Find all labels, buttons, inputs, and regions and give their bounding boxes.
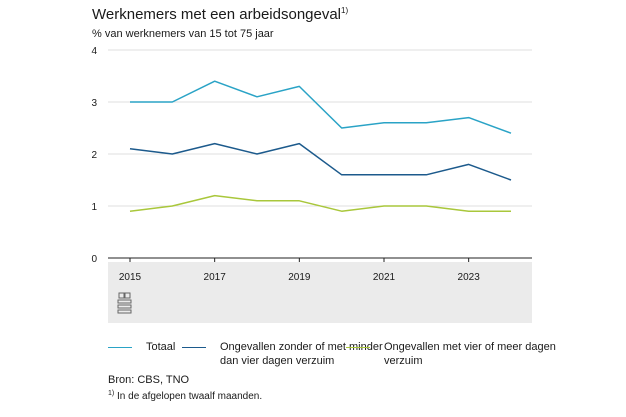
footnote: 1) In de afgelopen twaalf maanden. (108, 390, 262, 402)
legend-label: dan vier dagen verzuim (220, 355, 335, 367)
footnote-text: In de afgelopen twaalf maanden. (117, 391, 263, 402)
footnote-marker: 1) (108, 390, 115, 397)
legend-swatch (346, 347, 370, 348)
y-tick-label: 2 (91, 150, 97, 161)
series-line-2 (129, 142, 512, 181)
legend-label: verzuim (384, 355, 423, 367)
series-line-1 (130, 80, 512, 134)
y-tick-label: 3 (91, 98, 97, 109)
title-footnote-marker: 1) (341, 6, 349, 15)
y-tick-label: 0 (91, 254, 97, 265)
y-tick-label: 4 (91, 46, 97, 57)
x-tick-label: 2019 (288, 272, 311, 283)
cbs-logo-icon (117, 292, 132, 314)
legend-swatch (182, 347, 206, 348)
y-tick-label: 1 (91, 202, 97, 213)
legend-item-totaal: Totaal (108, 340, 175, 354)
y-axis-ticks: 0 1 2 3 4 (91, 46, 97, 265)
source-note: Bron: CBS, TNO (108, 374, 190, 386)
x-axis-ticks: 2015 2017 2019 2021 2023 (119, 258, 480, 283)
x-tick-label: 2017 (204, 272, 227, 283)
chart-subtitle: % van werknemers van 15 tot 75 jaar (92, 28, 274, 40)
chart-title: Werknemers met een arbeidsongeval1) (92, 6, 349, 23)
legend-item-zonder-verzuim: Ongevallen zonder of met minder dan vier… (182, 340, 383, 368)
legend-label: Ongevallen zonder of met minder (220, 341, 383, 353)
legend-item-met-verzuim: Ongevallen met vier of meer dagen verzui… (346, 340, 556, 368)
x-tick-label: 2015 (119, 272, 142, 283)
series-line-3 (129, 194, 511, 212)
x-tick-label: 2023 (458, 272, 481, 283)
x-axis-band (108, 262, 532, 323)
x-tick-label: 2021 (373, 272, 396, 283)
legend-swatch (108, 347, 132, 348)
legend-label: Totaal (146, 341, 176, 353)
gridlines (108, 49, 532, 259)
legend-label: Ongevallen met vier of meer dagen (384, 341, 556, 353)
series-lines (129, 80, 512, 212)
